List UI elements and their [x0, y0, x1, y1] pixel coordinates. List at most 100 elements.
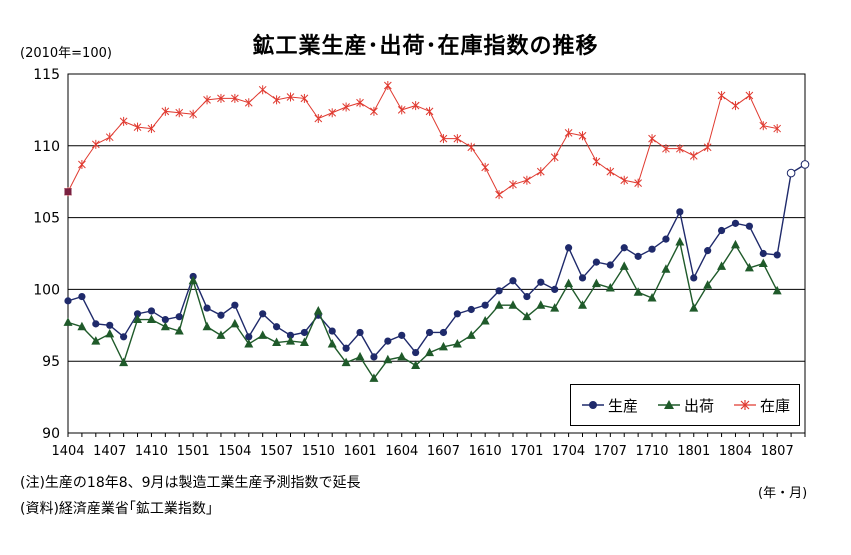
- data-point-shipment: [188, 275, 198, 285]
- data-point-production: [286, 331, 295, 339]
- x-tick-label: 1610: [469, 444, 502, 459]
- y-tick-label: 115: [33, 67, 60, 83]
- data-point-inventory: [453, 134, 462, 144]
- data-point-inventory: [244, 98, 253, 108]
- data-point-production: [662, 235, 670, 243]
- asterisk-marker-icon: [733, 400, 756, 410]
- data-point-production: [106, 321, 114, 329]
- data-point-inventory: [119, 116, 128, 126]
- triangle-marker-icon: [657, 400, 680, 409]
- data-point-production: [620, 244, 628, 252]
- data-point-production: [509, 277, 517, 285]
- data-point-production: [565, 244, 573, 252]
- data-point-shipment: [146, 314, 156, 324]
- data-point-shipment: [466, 330, 476, 339]
- data-point-inventory: [328, 108, 337, 118]
- data-point-production: [120, 333, 128, 341]
- data-point-inventory: [481, 162, 490, 172]
- data-point-shipment: [717, 261, 727, 270]
- data-point-shipment: [536, 300, 546, 309]
- data-point-production: [439, 328, 448, 337]
- data-point-inventory: [648, 134, 656, 144]
- x-tick-label: 1504: [218, 444, 251, 459]
- data-point-production: [92, 320, 100, 328]
- data-point-inventory: [689, 151, 698, 161]
- data-point-production: [745, 222, 753, 230]
- data-point-shipment: [591, 278, 601, 288]
- data-point-shipment: [397, 351, 407, 361]
- data-point-production: [634, 252, 642, 260]
- data-point-shipment: [438, 341, 448, 351]
- data-point-production: [64, 297, 72, 305]
- data-point-shipment: [661, 264, 671, 273]
- y-unit-label: (2010年=100): [20, 46, 112, 61]
- x-tick-label: 1604: [385, 444, 418, 459]
- data-point-inventory: [564, 128, 573, 138]
- x-tick-label: 1801: [677, 444, 710, 459]
- y-tick-label: 100: [33, 282, 60, 298]
- data-point-inventory: [745, 91, 754, 101]
- x-tick-label: 1501: [177, 444, 210, 459]
- data-point-production: [78, 292, 86, 301]
- data-point-production: [384, 337, 392, 345]
- data-point-production: [412, 348, 420, 357]
- data-point-inventory: [592, 157, 601, 167]
- data-point-inventory: [133, 122, 142, 132]
- data-point-shipment: [369, 373, 379, 382]
- data-point-inventory: [620, 175, 629, 185]
- data-point-shipment: [244, 338, 254, 348]
- data-point-inventory: [773, 124, 782, 134]
- data-point-inventory: [91, 139, 100, 149]
- data-point-shipment: [675, 237, 685, 246]
- data-point-shipment: [703, 280, 713, 289]
- data-point-shipment: [480, 315, 490, 325]
- data-point-production: [676, 208, 684, 216]
- data-point-production: [245, 333, 253, 341]
- chart-source: (資料)経済産業省｢鉱工業指数｣: [20, 501, 213, 517]
- data-point-shipment: [327, 338, 337, 348]
- data-point-shipment: [174, 326, 184, 335]
- data-point-production: [398, 331, 406, 339]
- data-point-inventory: [495, 190, 503, 200]
- data-point-production: [133, 310, 142, 318]
- data-point-shipment: [77, 321, 87, 331]
- data-point-shipment: [105, 328, 115, 338]
- data-point-shipment: [550, 303, 560, 312]
- data-point-inventory: [314, 114, 323, 124]
- data-point-inventory: [300, 93, 309, 103]
- data-point-shipment: [202, 321, 212, 331]
- data-point-production: [467, 305, 475, 314]
- data-point-inventory: [147, 124, 156, 134]
- data-point-inventory: [286, 92, 295, 102]
- legend-label-inventory: 在庫: [759, 396, 790, 415]
- plot-area: [67, 73, 806, 434]
- y-tick-label: 90: [42, 426, 60, 442]
- data-point-shipment: [383, 354, 393, 364]
- data-point-inventory: [675, 144, 684, 154]
- x-tick-label: 1404: [51, 444, 84, 459]
- data-point-inventory: [578, 131, 587, 141]
- series-line-circle: [67, 209, 778, 359]
- data-point-inventory: [550, 152, 559, 162]
- data-point-shipment: [313, 305, 323, 315]
- y-tick-label: 95: [42, 354, 60, 370]
- data-point-production: [578, 274, 587, 282]
- data-point-forecast: [800, 160, 810, 169]
- x-tick-label: 1804: [719, 444, 752, 459]
- data-point-inventory: [105, 132, 114, 142]
- data-point-shipment: [578, 300, 588, 309]
- circle-marker-icon: [581, 401, 604, 409]
- data-point-shipment: [758, 258, 768, 268]
- data-point-production: [717, 226, 726, 235]
- x-unit-label: (年・月): [758, 486, 808, 501]
- y-tick-label: 110: [33, 139, 60, 155]
- x-tick-label: 1707: [594, 444, 627, 459]
- data-point-shipment: [633, 287, 643, 296]
- data-point-inventory: [342, 102, 350, 112]
- data-point-inventory: [662, 144, 670, 154]
- data-point-production: [203, 304, 211, 312]
- data-point-production: [300, 328, 308, 337]
- data-point-production: [606, 261, 614, 269]
- data-point-shipment: [564, 278, 574, 288]
- data-point-inventory: [272, 95, 281, 105]
